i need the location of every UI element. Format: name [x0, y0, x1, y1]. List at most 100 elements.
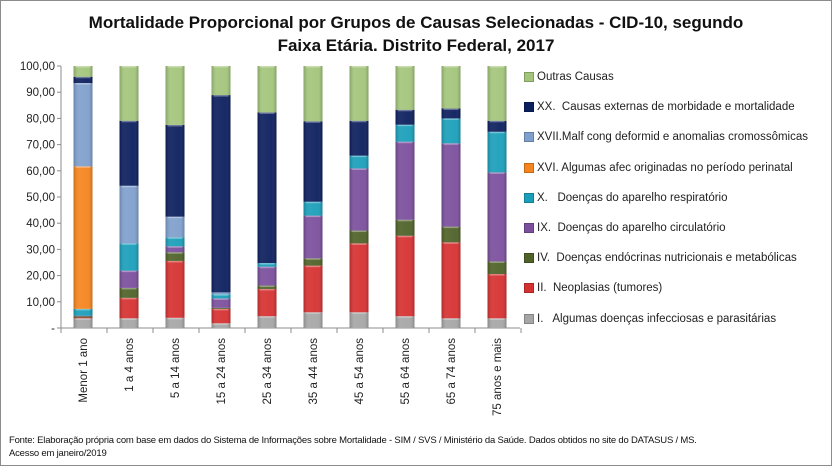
bar-segment-highlight [75, 83, 91, 85]
bar-segment-highlight [213, 294, 229, 296]
bar-segment-highlight [259, 266, 275, 269]
bar-segment-shading [165, 246, 185, 253]
bar-segment-shading [119, 318, 139, 328]
bar-segment-highlight [121, 287, 137, 290]
chart-title: Mortalidade Proporcional por Grupos de C… [1, 11, 831, 57]
x-tick-label: 5 a 14 anos [170, 338, 182, 398]
bar-segment-shading [441, 242, 461, 319]
bar-segment-shading [165, 260, 185, 318]
bar-segment-highlight [121, 270, 137, 273]
bar-segment-highlight [75, 308, 91, 311]
legend-label: X. Doenças do aparelho respiratório [537, 191, 728, 204]
bar-segment-shading [211, 66, 231, 96]
bar-segment-highlight [167, 252, 183, 254]
bar-segment-shading [487, 274, 507, 319]
x-tick-label: 55 a 64 anos [400, 338, 412, 405]
bar-segment-shading [257, 66, 277, 113]
bar-segment-highlight [397, 235, 413, 238]
legend-item: Outras Causas [524, 69, 614, 85]
bar-segment-shading [303, 258, 323, 266]
x-tick-label: 35 a 44 anos [308, 338, 320, 405]
legend-swatch [524, 132, 534, 143]
bar-segment-shading [165, 124, 185, 217]
bar-segment-shading [303, 66, 323, 122]
x-tick-label: Menor 1 ano [78, 338, 90, 403]
bar-segment-highlight [213, 308, 229, 311]
bar-segment-highlight [305, 121, 321, 123]
bar-segment-shading [73, 318, 93, 328]
y-tick-label: 90,00 [26, 87, 55, 99]
bar-segment-highlight [213, 95, 229, 97]
legend-swatch [524, 223, 534, 233]
bar-segment-shading [257, 263, 277, 267]
bar-segment-shading [395, 124, 415, 142]
bar-segment-shading [73, 166, 93, 309]
bar-segment-shading [211, 298, 231, 308]
bar-segment-shading [487, 120, 507, 132]
bar-segment-shading [211, 292, 231, 295]
bar-segment-highlight [489, 172, 505, 174]
bar-segment-highlight [167, 246, 183, 248]
bar-segment-shading [395, 316, 415, 328]
legend-label: I. Algumas doenças infecciosas e parasit… [537, 312, 777, 325]
y-tick-label: 20,00 [26, 271, 55, 283]
legend-label: IV. Doenças endócrinas nutricionais e me… [537, 252, 797, 265]
source-line-1: Fonte: Elaboração própria com base em da… [9, 435, 697, 446]
legend-item: XX. Causas externas de morbidade e morta… [524, 99, 795, 115]
bar-segment-highlight [305, 312, 321, 314]
legend-item: XVII.Malf cong deformid e anomalias crom… [524, 129, 808, 145]
bar-segment-highlight [121, 66, 137, 68]
bar-segment-highlight [397, 316, 413, 318]
bar-segment-shading [211, 294, 231, 299]
bar-segment-shading [257, 285, 277, 289]
x-tick-label: 45 a 54 anos [354, 338, 366, 405]
bar-segment-highlight [259, 66, 275, 68]
source-note: Fonte: Elaboração própria com base em da… [9, 434, 697, 460]
legend-item: XVI. Algumas afec originadas no período … [524, 160, 793, 176]
bar-segment-highlight [305, 201, 321, 204]
bar-segment-shading [441, 66, 461, 109]
legend-swatch [524, 283, 534, 294]
bar-segment-shading [73, 317, 93, 319]
bar-segment-shading [487, 172, 507, 262]
legend-item: I. Algumas doenças infecciosas e parasit… [524, 311, 776, 327]
bar-segment-highlight [351, 230, 367, 233]
bar-segment-shading [257, 288, 277, 317]
bar-segment-shading [441, 318, 461, 328]
bar-segment-highlight [443, 108, 459, 110]
source-line-2: Acesso em janeiro/2019 [9, 448, 107, 459]
bar-segment-shading [487, 131, 507, 173]
legend-swatch [524, 102, 534, 113]
bar-segment-shading [211, 323, 231, 328]
bar-segment-highlight [351, 155, 367, 158]
bar-segment-highlight [397, 141, 413, 144]
y-tick-label: 60,00 [26, 166, 55, 178]
bar-segment-shading [257, 316, 277, 328]
bar-segment-shading [487, 66, 507, 121]
bar-segment-highlight [121, 185, 137, 188]
bar-segment-shading [211, 307, 231, 309]
y-tick-label: 80,00 [26, 113, 55, 125]
y-tick-label: 70,00 [26, 140, 55, 152]
bar-segment-shading [73, 315, 93, 317]
y-tick-label: 40,00 [26, 218, 55, 230]
bar-segment-shading [349, 243, 369, 313]
bar-segment-highlight [167, 260, 183, 263]
bar-segment-highlight [489, 120, 505, 123]
bar-segment-shading [73, 308, 93, 316]
bar-segment-shading [165, 237, 185, 247]
bar-segment-shading [349, 168, 369, 231]
bar-segment-shading [441, 226, 461, 243]
bar-segment-shading [303, 201, 323, 216]
bar-segment-shading [487, 261, 507, 275]
legend-label: IX. Doenças do aparelho circulatório [537, 222, 726, 234]
bar-segment-highlight [443, 318, 459, 320]
legend-label: XVII.Malf cong deformid e anomalias crom… [537, 131, 808, 144]
bar-segment-highlight [259, 316, 275, 318]
bar-segment-shading [119, 243, 139, 271]
bar-segment-highlight [351, 66, 367, 68]
bar-segment-highlight [489, 66, 505, 68]
legend-label: XVI. Algumas afec originadas no período … [537, 161, 793, 174]
bar-segment-shading [303, 121, 323, 202]
bar-segment-shading [165, 317, 185, 328]
